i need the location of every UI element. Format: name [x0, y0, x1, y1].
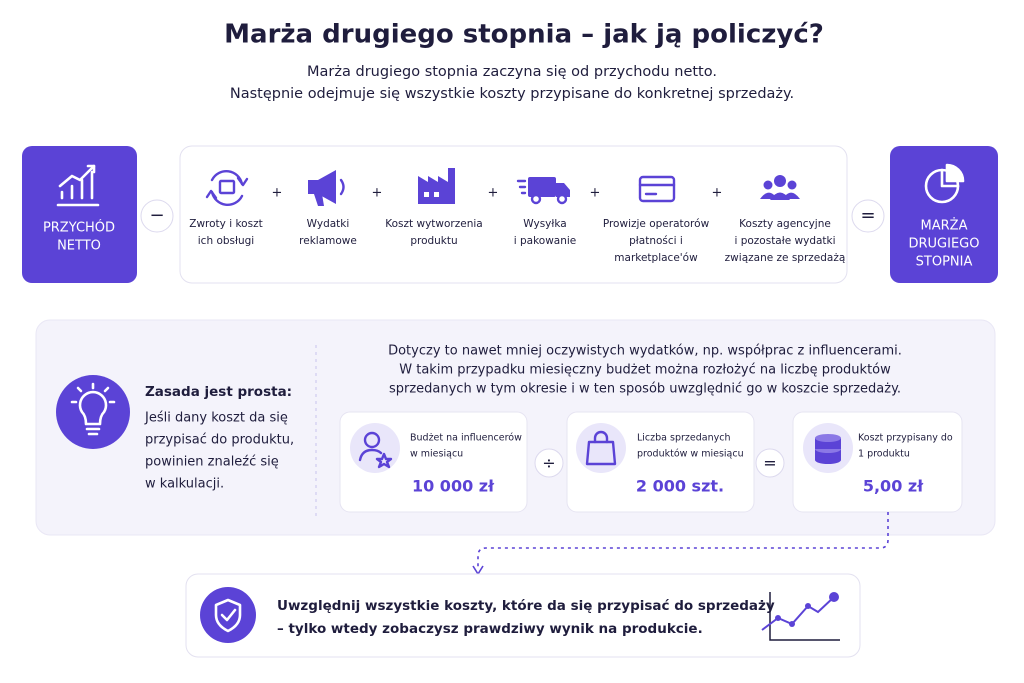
operator: + — [712, 186, 723, 201]
step-label: i pozostałe wydatki — [734, 235, 835, 247]
result-box — [890, 146, 998, 283]
connector — [477, 512, 889, 570]
step-label: Wysyłka — [523, 218, 566, 230]
operator: ÷ — [542, 454, 555, 473]
rule-intro: sprzedanych w tym okresie i w ten sposób… — [389, 382, 901, 397]
trend-icon — [761, 592, 840, 641]
people-icon — [760, 175, 800, 200]
result-label: DRUGIEGO — [909, 237, 980, 252]
truck-icon — [516, 177, 570, 205]
shield-circle — [200, 587, 256, 643]
rule-body: powinien znaleźć się — [145, 455, 279, 470]
subtitle: Marża drugiego stopnia zaczyna się od pr… — [307, 64, 717, 80]
divide-circle — [534, 448, 564, 478]
rule-intro: W takim przypadku miesięczny budżet możn… — [399, 363, 891, 378]
start-label: PRZYCHÓD — [43, 220, 115, 236]
costs-box — [179, 145, 848, 284]
operator: + — [488, 186, 499, 201]
minus-circle — [140, 199, 174, 233]
operator: = — [860, 205, 875, 226]
pie-icon — [924, 163, 965, 204]
footer-box — [185, 573, 861, 658]
step-label: Prowizje operatorów — [603, 218, 710, 230]
card-label: 1 produktu — [858, 449, 910, 460]
shield-icon — [214, 598, 242, 633]
footer-text: – tylko wtedy zobaczysz prawdziwy wynik … — [277, 621, 703, 637]
step-label: płatności i — [629, 235, 683, 247]
title: Marża drugiego stopnia – jak ją policzyć… — [224, 20, 824, 50]
rule-body: Jeśli dany koszt da się — [144, 411, 288, 426]
step-label: Koszty agencyjne — [739, 218, 831, 230]
card-label: Liczba sprzedanych — [637, 433, 730, 444]
start-label: NETTO — [57, 239, 101, 254]
card-icon — [638, 175, 676, 203]
megaphone-icon — [308, 170, 345, 206]
card-value: 5,00 zł — [863, 477, 924, 496]
step-label: marketplace'ów — [614, 252, 698, 264]
step-label: Zwroty i koszt — [189, 218, 262, 230]
rule-heading: Zasada jest prosta: — [145, 384, 292, 400]
step-label: i pakowanie — [514, 235, 577, 247]
operator: + — [590, 186, 601, 201]
growth-icon — [56, 164, 100, 207]
card-label: Budżet na influencerów — [410, 433, 522, 444]
bulb-icon — [70, 382, 116, 436]
rule-intro: Dotyczy to nawet mniej oczywistych wydat… — [388, 344, 902, 359]
step-label: ich obsługi — [198, 235, 254, 247]
footer-text: Uwzględnij wszystkie koszty, które da si… — [277, 598, 775, 614]
rule-body: w kalkulacji. — [145, 477, 224, 492]
step-label: Koszt wytworzenia — [385, 218, 482, 230]
card-label: w miesiącu — [410, 449, 463, 460]
card-label: Koszt przypisany do — [858, 433, 953, 444]
result-label: STOPNIA — [916, 255, 973, 270]
bulb-circle — [56, 375, 130, 449]
factory-icon — [418, 168, 455, 204]
equals-circle — [851, 199, 885, 233]
operator: + — [272, 186, 283, 201]
step-label: związane ze sprzedażą — [725, 252, 846, 264]
coins-icon — [815, 434, 841, 464]
bag-icon — [585, 430, 617, 466]
step-label: produktu — [410, 235, 457, 247]
returns-icon — [205, 169, 249, 207]
card-value: 10 000 zł — [412, 477, 495, 496]
card-icon-bg — [576, 423, 626, 473]
operator: = — [763, 454, 776, 473]
rule-body: przypisać do produktu, — [145, 433, 294, 448]
subtitle: Następnie odejmuje się wszystkie koszty … — [230, 86, 794, 102]
influencer-icon — [358, 431, 393, 469]
equals-circle — [755, 448, 785, 478]
card-value: 2 000 szt. — [636, 477, 724, 496]
operator: − — [149, 205, 164, 226]
step-label: Wydatki — [307, 218, 350, 230]
result-label: MARŻA — [921, 218, 968, 234]
card-icon-bg — [350, 423, 400, 473]
step-label: reklamowe — [299, 235, 357, 247]
connector-arrow — [472, 565, 484, 576]
card-label: produktów w miesiącu — [637, 449, 744, 460]
start-box — [22, 146, 137, 283]
operator: + — [372, 186, 383, 201]
